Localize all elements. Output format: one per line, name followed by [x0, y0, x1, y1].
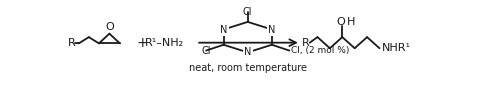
Text: Cl, (2 mol %): Cl, (2 mol %): [292, 46, 350, 55]
Text: O: O: [105, 22, 114, 32]
Text: Cl: Cl: [243, 7, 252, 17]
Text: R: R: [302, 38, 310, 48]
Text: N: N: [268, 24, 276, 34]
Text: R: R: [68, 38, 76, 48]
Text: Cl: Cl: [202, 46, 211, 56]
Text: NHR¹: NHR¹: [382, 43, 410, 53]
Text: N: N: [220, 24, 228, 34]
Text: R¹–NH₂: R¹–NH₂: [144, 38, 184, 48]
Text: N: N: [244, 47, 252, 57]
Text: O: O: [336, 17, 344, 27]
Text: neat, room temperature: neat, room temperature: [188, 63, 306, 73]
Text: +: +: [136, 36, 148, 50]
Text: H: H: [346, 17, 355, 27]
